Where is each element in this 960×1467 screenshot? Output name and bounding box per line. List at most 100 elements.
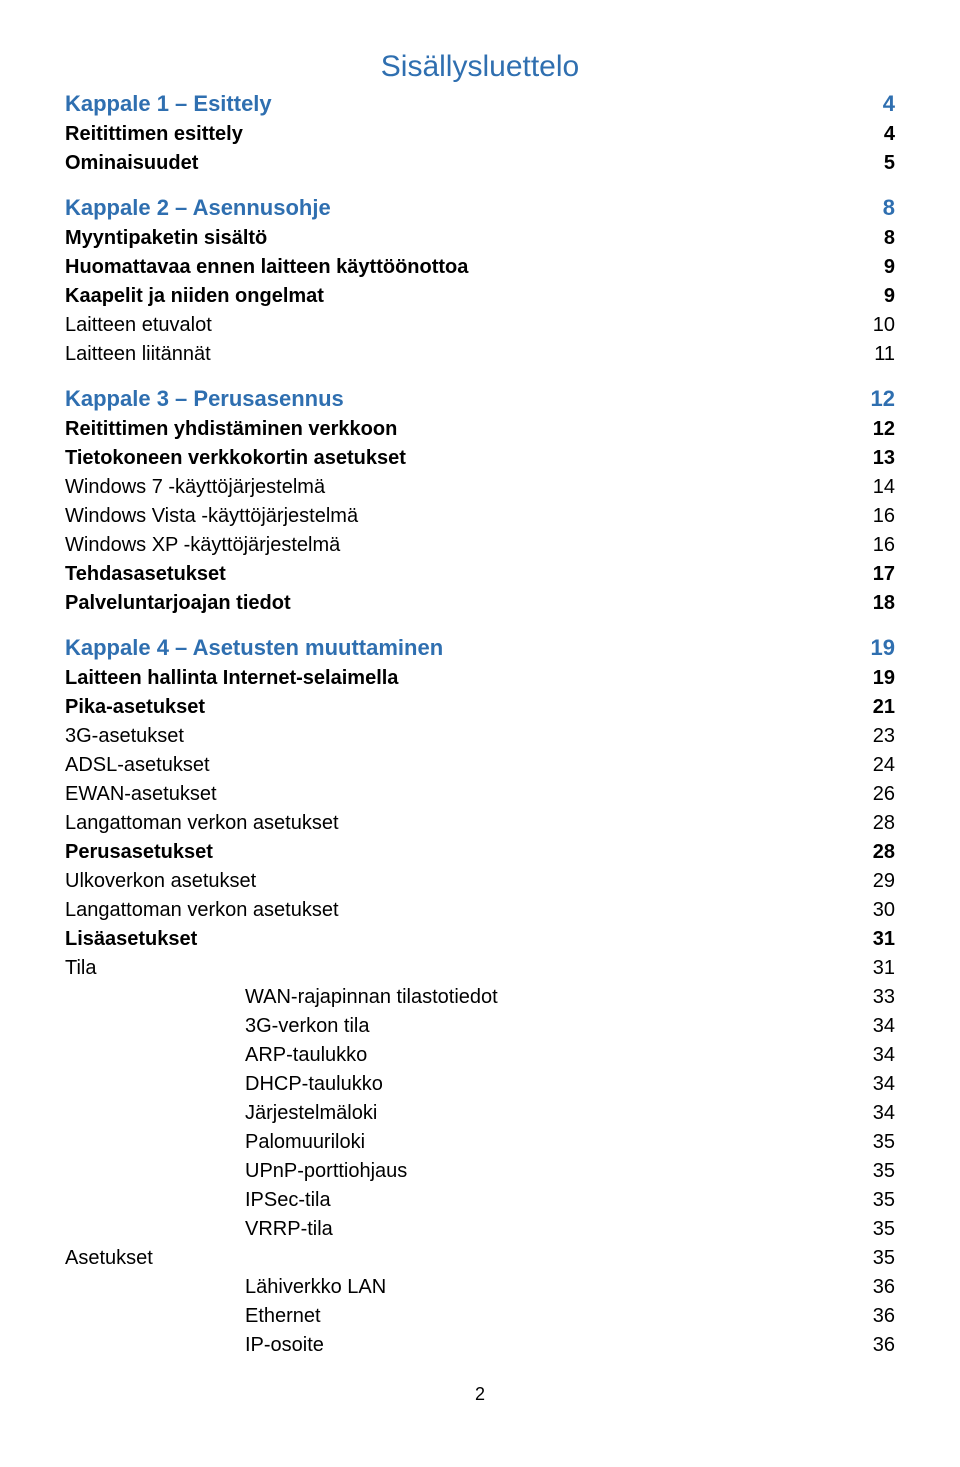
toc-entry: ARP-taulukko 34	[65, 1041, 895, 1070]
toc-entry: Palomuuriloki 35	[65, 1128, 895, 1157]
toc-entry-page: 34	[873, 1041, 895, 1070]
toc-entry-page: 35	[873, 1186, 895, 1215]
toc-entry-label: Asetukset	[65, 1244, 153, 1273]
toc-entry-page: 19	[873, 664, 895, 693]
toc-entry: IPSec-tila 35	[65, 1186, 895, 1215]
toc-entry: Kaapelit ja niiden ongelmat 9	[65, 282, 895, 311]
toc-entry-label: Windows Vista -käyttöjärjestelmä	[65, 502, 358, 531]
toc-entry-label: Palomuuriloki	[245, 1128, 365, 1157]
toc-entry: Palveluntarjoajan tiedot 18	[65, 589, 895, 618]
toc-entry-page: 29	[873, 867, 895, 896]
toc-entry-label: Laitteen liitännät	[65, 340, 211, 369]
toc-entry: EWAN-asetukset 26	[65, 780, 895, 809]
toc-entry-label: 3G-verkon tila	[245, 1012, 370, 1041]
toc-entry-page: 12	[871, 383, 895, 415]
toc-entry-label: EWAN-asetukset	[65, 780, 217, 809]
toc-entry-page: 16	[873, 531, 895, 560]
toc-entry-page: 18	[873, 589, 895, 618]
toc-entry-label: Windows XP -käyttöjärjestelmä	[65, 531, 340, 560]
toc-entry-page: 30	[873, 896, 895, 925]
toc-entry: Laitteen hallinta Internet-selaimella 19	[65, 664, 895, 693]
toc-entry: Pika-asetukset 21	[65, 693, 895, 722]
toc-entry-label: VRRP-tila	[245, 1215, 333, 1244]
toc-entry-page: 34	[873, 1012, 895, 1041]
toc-entry-label: Ethernet	[245, 1302, 321, 1331]
toc-entry-page: 19	[871, 632, 895, 664]
toc-entry-label: Kappale 4 – Asetusten muuttaminen	[65, 632, 443, 664]
toc-entry-page: 4	[884, 120, 895, 149]
toc-entry-label: WAN-rajapinnan tilastotiedot	[245, 983, 498, 1012]
toc-entry: IP-osoite 36	[65, 1331, 895, 1360]
toc-entry-page: 9	[884, 253, 895, 282]
toc-entry-page: 5	[884, 149, 895, 178]
toc-entry-page: 9	[884, 282, 895, 311]
toc-entry-page: 33	[873, 983, 895, 1012]
toc-entry: Windows XP -käyttöjärjestelmä 16	[65, 531, 895, 560]
toc-entry-label: Tietokoneen verkkokortin asetukset	[65, 444, 406, 473]
toc-entry: Kappale 1 – Esittely 4	[65, 88, 895, 120]
toc-entry-label: IP-osoite	[245, 1331, 324, 1360]
toc-entry-page: 34	[873, 1070, 895, 1099]
toc-entry: Reitittimen esittely 4	[65, 120, 895, 149]
toc-entry-label: ADSL-asetukset	[65, 751, 210, 780]
toc-entry-label: UPnP-porttiohjaus	[245, 1157, 407, 1186]
toc-entry: VRRP-tila 35	[65, 1215, 895, 1244]
toc-container: Kappale 1 – Esittely 4Reitittimen esitte…	[65, 88, 895, 1360]
toc-entry-page: 36	[873, 1273, 895, 1302]
toc-entry: Myyntipaketin sisältö 8	[65, 224, 895, 253]
toc-entry: 3G-verkon tila 34	[65, 1012, 895, 1041]
toc-entry-page: 31	[873, 925, 895, 954]
toc-entry: Asetukset 35	[65, 1244, 895, 1273]
toc-entry-page: 8	[884, 224, 895, 253]
toc-entry: Langattoman verkon asetukset 30	[65, 896, 895, 925]
toc-entry-label: Reitittimen yhdistäminen verkkoon	[65, 415, 397, 444]
toc-entry-label: Laitteen hallinta Internet-selaimella	[65, 664, 398, 693]
toc-entry-page: 36	[873, 1331, 895, 1360]
toc-entry-label: Järjestelmäloki	[245, 1099, 377, 1128]
toc-entry: Windows 7 -käyttöjärjestelmä 14	[65, 473, 895, 502]
toc-entry: Tietokoneen verkkokortin asetukset 13	[65, 444, 895, 473]
toc-entry-page: 16	[873, 502, 895, 531]
toc-entry-label: 3G-asetukset	[65, 722, 184, 751]
toc-entry: Tehdasasetukset 17	[65, 560, 895, 589]
toc-entry-page: 35	[873, 1157, 895, 1186]
toc-entry-page: 8	[883, 192, 895, 224]
toc-entry: UPnP-porttiohjaus 35	[65, 1157, 895, 1186]
toc-entry-label: IPSec-tila	[245, 1186, 331, 1215]
toc-entry-page: 17	[873, 560, 895, 589]
toc-entry-page: 35	[873, 1244, 895, 1273]
toc-entry-label: Kappale 2 – Asennusohje	[65, 192, 331, 224]
toc-entry-label: Pika-asetukset	[65, 693, 205, 722]
toc-entry-label: Perusasetukset	[65, 838, 213, 867]
toc-entry: Ethernet 36	[65, 1302, 895, 1331]
toc-entry-page: 34	[873, 1099, 895, 1128]
toc-entry-label: Ominaisuudet	[65, 149, 198, 178]
toc-entry-page: 14	[873, 473, 895, 502]
toc-entry-label: Windows 7 -käyttöjärjestelmä	[65, 473, 325, 502]
toc-entry: Kappale 3 – Perusasennus 12	[65, 383, 895, 415]
toc-entry-page: 36	[873, 1302, 895, 1331]
toc-entry-label: ARP-taulukko	[245, 1041, 367, 1070]
toc-entry: Kappale 2 – Asennusohje 8	[65, 192, 895, 224]
toc-entry-page: 12	[873, 415, 895, 444]
toc-entry-label: Reitittimen esittely	[65, 120, 243, 149]
toc-entry: Lisäasetukset 31	[65, 925, 895, 954]
toc-entry-page: 28	[873, 809, 895, 838]
toc-entry: Ulkoverkon asetukset 29	[65, 867, 895, 896]
toc-entry: Windows Vista -käyttöjärjestelmä 16	[65, 502, 895, 531]
toc-entry-label: DHCP-taulukko	[245, 1070, 383, 1099]
toc-entry: Huomattavaa ennen laitteen käyttöönottoa…	[65, 253, 895, 282]
toc-entry-page: 23	[873, 722, 895, 751]
toc-entry: Langattoman verkon asetukset 28	[65, 809, 895, 838]
toc-entry: Laitteen liitännät 11	[65, 340, 895, 369]
toc-title: Sisällysluettelo	[65, 50, 895, 84]
toc-entry: Laitteen etuvalot 10	[65, 311, 895, 340]
toc-entry-label: Myyntipaketin sisältö	[65, 224, 267, 253]
toc-entry-label: Palveluntarjoajan tiedot	[65, 589, 291, 618]
toc-entry-label: Ulkoverkon asetukset	[65, 867, 256, 896]
toc-entry: WAN-rajapinnan tilastotiedot 33	[65, 983, 895, 1012]
toc-entry-label: Huomattavaa ennen laitteen käyttöönottoa	[65, 253, 468, 282]
toc-entry-label: Kappale 3 – Perusasennus	[65, 383, 344, 415]
toc-entry-label: Lisäasetukset	[65, 925, 197, 954]
page-number: 2	[65, 1384, 895, 1405]
